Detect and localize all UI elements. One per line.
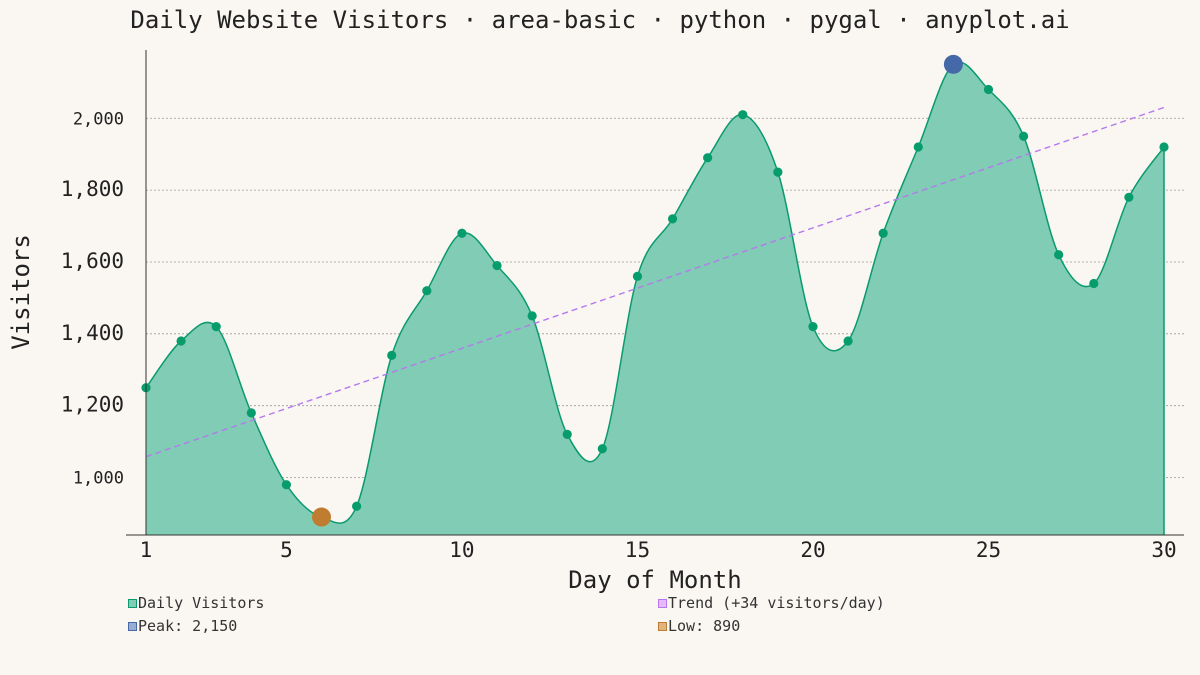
data-point — [1159, 142, 1169, 152]
data-point — [211, 322, 221, 332]
x-tick-label: 25 — [976, 538, 1001, 562]
chart-title: Daily Website Visitors · area-basic · py… — [130, 6, 1069, 34]
data-point — [1054, 250, 1064, 260]
data-point — [983, 84, 994, 95]
y-tick-label: 1,000 — [73, 469, 124, 489]
area-layer — [145, 61, 1165, 535]
data-point — [176, 336, 186, 346]
legend-swatch — [658, 598, 667, 608]
low-marker — [312, 507, 332, 527]
x-tick-label: 5 — [280, 538, 293, 562]
data-point — [1089, 278, 1099, 289]
y-tick-label: 1,600 — [61, 249, 124, 273]
data-point — [738, 110, 748, 120]
legend-swatch — [658, 621, 667, 631]
data-point — [457, 228, 467, 238]
data-point — [422, 286, 432, 296]
x-tick-label: 30 — [1151, 538, 1176, 562]
y-tick-label: 1,200 — [61, 393, 124, 417]
legend-item-low: Low: 890 — [658, 617, 740, 635]
x-axis-label: Day of Month — [568, 566, 741, 594]
legend-label: Peak: 2,150 — [138, 617, 238, 635]
data-point — [1018, 131, 1029, 141]
data-point — [281, 480, 292, 490]
x-tick-label: 10 — [449, 538, 474, 562]
data-point — [492, 260, 502, 271]
data-point — [1124, 192, 1134, 202]
y-axis-label: Visitors — [7, 234, 35, 350]
data-point — [527, 311, 537, 321]
x-tick-label: 1 — [140, 538, 153, 562]
data-point — [667, 214, 678, 224]
axes — [126, 50, 1184, 536]
data-point — [808, 322, 818, 332]
x-tick-label: 15 — [625, 538, 650, 562]
data-point — [632, 271, 643, 281]
legend-item-trend: Trend (+34 visitors/day) — [658, 594, 885, 612]
points-layer — [141, 54, 1169, 527]
legend-label: Daily Visitors — [138, 594, 265, 612]
legend-label: Trend (+34 visitors/day) — [668, 594, 885, 612]
data-point — [878, 228, 888, 238]
legend-swatch — [128, 598, 137, 608]
area-fill — [146, 62, 1164, 535]
data-point — [773, 167, 783, 177]
data-point — [843, 336, 853, 346]
y-tick-label: 1,800 — [61, 177, 124, 201]
data-point — [562, 429, 572, 440]
peak-marker — [943, 54, 963, 74]
legend-swatch — [128, 621, 137, 631]
data-point — [703, 153, 713, 163]
data-point — [246, 408, 256, 418]
data-point — [352, 501, 362, 511]
data-point — [387, 350, 397, 360]
data-point — [913, 142, 923, 152]
legend-label: Low: 890 — [668, 617, 741, 635]
y-tick-label: 2,000 — [73, 109, 124, 129]
legend-item-daily-visitors: Daily Visitors — [128, 594, 264, 612]
legend-item-peak: Peak: 2,150 — [128, 617, 237, 635]
data-point — [597, 444, 607, 454]
x-tick-label: 20 — [800, 538, 825, 562]
y-tick-label: 1,400 — [61, 321, 124, 345]
